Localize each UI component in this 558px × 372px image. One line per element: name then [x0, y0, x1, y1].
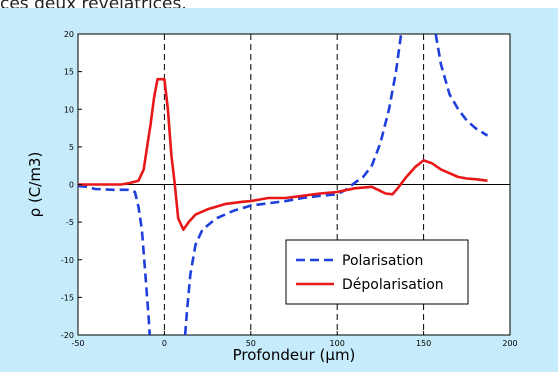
y-tick-label: 10 [64, 105, 74, 114]
series-line-depolarisation [78, 77, 488, 231]
legend-label: Polarisation [342, 253, 423, 269]
series-line-polarisation [183, 34, 403, 335]
y-tick-label: -20 [61, 331, 74, 340]
series-group [78, 34, 489, 335]
x-tick-label: 100 [330, 339, 345, 348]
y-tick-label: -15 [61, 293, 74, 302]
series-line-polarisation [78, 184, 151, 335]
x-tick-label: 50 [246, 339, 256, 348]
x-tick-label: 0 [162, 339, 167, 348]
y-axis-label: ρ (C/m3) [26, 152, 44, 218]
x-tick-label: -50 [71, 339, 84, 348]
series-line-polarisation [434, 34, 489, 137]
legend-box [285, 239, 469, 305]
y-tick-label: 15 [64, 68, 74, 77]
x-tick-label: 200 [502, 339, 517, 348]
x-axis-label: Profondeur (µm) [233, 346, 356, 364]
chart-figure: -50 0 50 100 150 200 20 15 10 5 0 -5 -10 -15 -20 Profo… [0, 8, 558, 372]
y-tick-label: 20 [64, 30, 74, 39]
y-tick-label: 0 [69, 181, 74, 190]
legend: Polarisation Dépolarisation [285, 239, 469, 305]
y-tick-label: 5 [69, 143, 74, 152]
legend-label: Dépolarisation [342, 277, 444, 293]
y-tick-label: -5 [66, 218, 74, 227]
x-tick-label: 150 [416, 339, 431, 348]
y-tick-label: -10 [61, 256, 74, 265]
